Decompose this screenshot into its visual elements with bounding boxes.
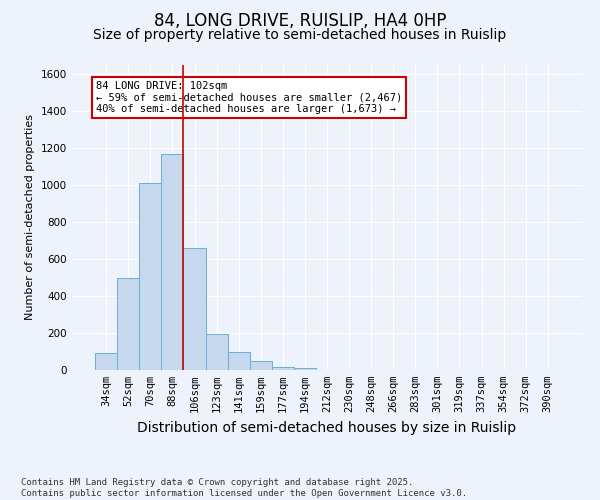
Bar [227,352,250,370]
Bar [206,334,227,370]
Text: Size of property relative to semi-detached houses in Ruislip: Size of property relative to semi-detach… [94,28,506,42]
Text: Contains HM Land Registry data © Crown copyright and database right 2025.
Contai: Contains HM Land Registry data © Crown c… [21,478,467,498]
Bar [139,184,161,370]
Bar [250,361,272,370]
Bar [161,154,184,370]
Bar [294,368,316,370]
Bar [95,354,117,370]
Y-axis label: Number of semi-detached properties: Number of semi-detached properties [25,114,35,320]
Bar [117,278,139,370]
Text: 84, LONG DRIVE, RUISLIP, HA4 0HP: 84, LONG DRIVE, RUISLIP, HA4 0HP [154,12,446,30]
X-axis label: Distribution of semi-detached houses by size in Ruislip: Distribution of semi-detached houses by … [137,420,517,434]
Bar [184,248,206,370]
Bar [272,367,294,370]
Text: 84 LONG DRIVE: 102sqm
← 59% of semi-detached houses are smaller (2,467)
40% of s: 84 LONG DRIVE: 102sqm ← 59% of semi-deta… [95,80,402,114]
